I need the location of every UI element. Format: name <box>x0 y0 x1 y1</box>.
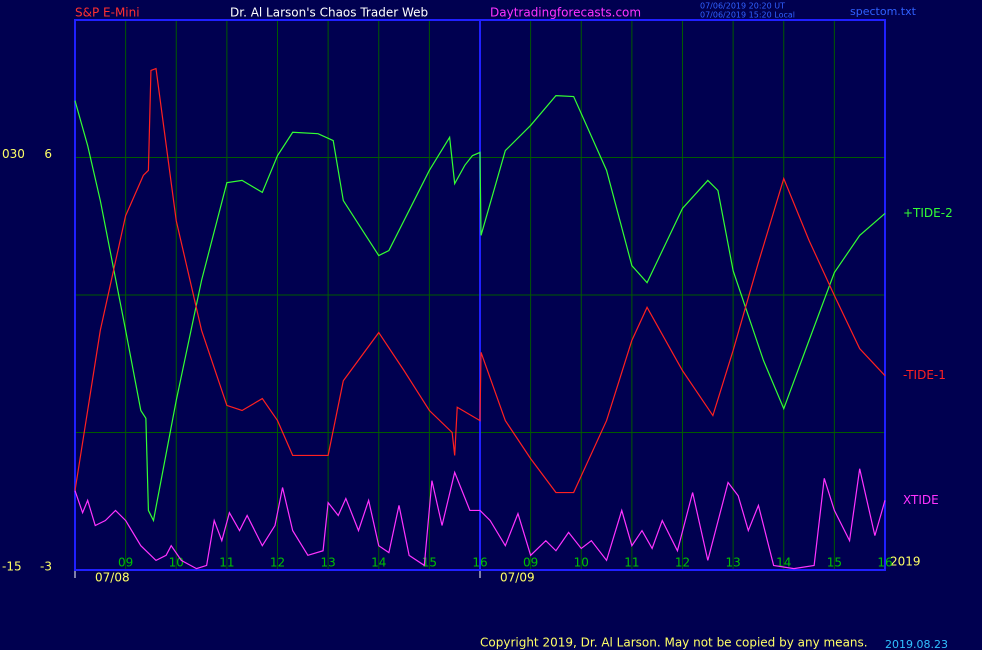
x-tick-label: 09 <box>523 556 538 570</box>
year-label: 2019 <box>890 555 921 569</box>
series-line <box>74 468 886 570</box>
x-tick-label: 13 <box>725 556 740 570</box>
plot-frame <box>74 19 886 571</box>
x-tick-label: 15 <box>422 556 437 570</box>
x-tick-label: 12 <box>270 556 285 570</box>
y-tick-label: 6 <box>44 147 52 161</box>
outer-y-tick-label: 030 <box>2 147 25 161</box>
date-label: 07/08 <box>95 571 130 585</box>
chart-title: Dr. Al Larson's Chaos Trader Web <box>230 6 428 20</box>
x-tick-label: 14 <box>371 556 386 570</box>
x-tick-label: 13 <box>320 556 335 570</box>
date-label: 07/09 <box>500 571 535 585</box>
x-tick-label: 11 <box>219 556 234 570</box>
x-tick-label: 11 <box>624 556 639 570</box>
instrument: S&P E-Mini <box>75 6 140 20</box>
version: 2019.08.23 <box>885 638 948 650</box>
x-tick-label: 12 <box>675 556 690 570</box>
site: Daytradingforecasts.com <box>490 6 641 20</box>
x-tick-label: 15 <box>827 556 842 570</box>
x-tick-label: 10 <box>169 556 184 570</box>
x-tick-label: 09 <box>118 556 133 570</box>
legend-label: XTIDE <box>903 493 939 507</box>
timestamp: 07/06/2019 15:20 Local <box>700 11 795 20</box>
copyright: Copyright 2019, Dr. Al Larson. May not b… <box>480 636 868 650</box>
legend-label: +TIDE-2 <box>903 206 953 220</box>
x-tick-label: 10 <box>574 556 589 570</box>
series-line <box>74 67 886 494</box>
y-tick-label: -3 <box>40 560 52 574</box>
outer-y-tick-label: -15 <box>2 560 22 574</box>
series-line <box>74 95 886 523</box>
timestamp: 07/06/2019 20:20 UT <box>700 2 785 11</box>
legend-label: -TIDE-1 <box>903 368 946 382</box>
file-name: spectom.txt <box>850 5 917 18</box>
